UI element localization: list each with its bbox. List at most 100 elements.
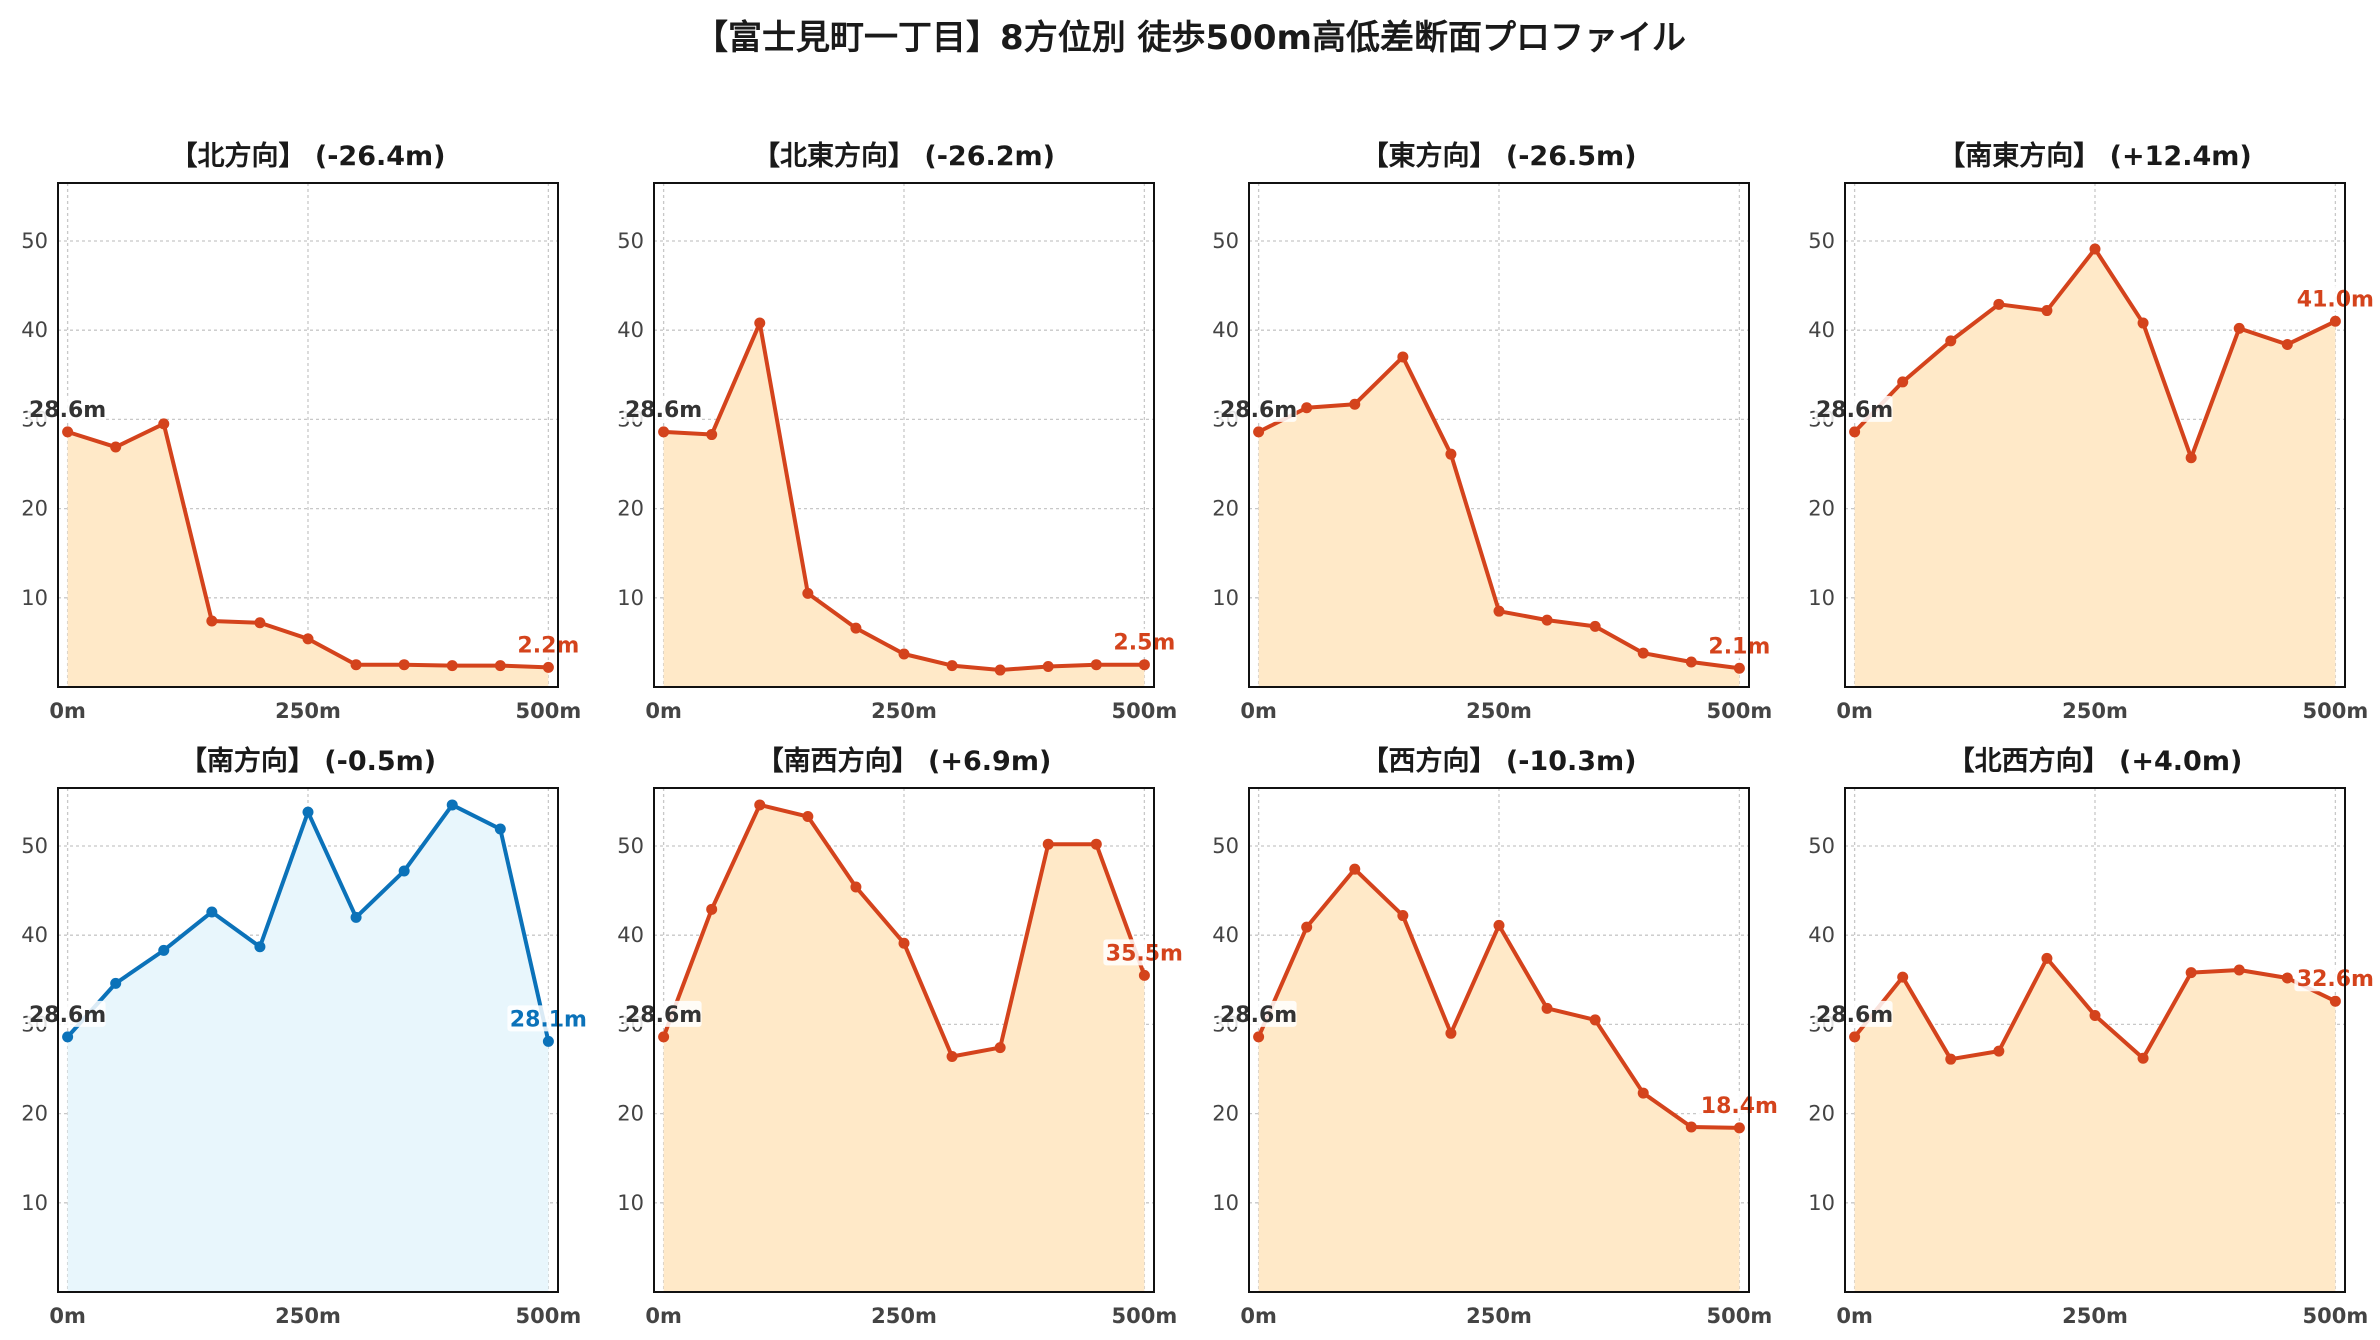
chart-title: 【西方向】 (-10.3m) — [1361, 745, 1636, 777]
x-tick-label: 500m — [1707, 1304, 1773, 1328]
data-point — [350, 911, 362, 923]
data-point — [2233, 322, 2245, 334]
area-fill — [67, 804, 549, 1292]
end-elevation-label: 2.2m — [517, 633, 579, 658]
data-point — [2281, 972, 2293, 984]
data-point — [1493, 919, 1505, 931]
start-elevation-label: 28.6m — [29, 1003, 106, 1028]
y-tick-label: 50 — [1808, 229, 1835, 253]
end-label-box — [514, 631, 579, 658]
end-label-box — [1698, 1091, 1777, 1118]
data-point — [62, 1031, 74, 1043]
area-fill — [1258, 869, 1740, 1292]
data-point — [1589, 620, 1601, 632]
area-fill — [663, 323, 1145, 687]
data-point — [1349, 398, 1361, 410]
chart-panel: 【北西方向】 (+4.0m)10203040500m250m500m28.6m3… — [1808, 745, 2374, 1328]
area-fill — [663, 804, 1145, 1292]
data-point — [1897, 971, 1909, 983]
y-tick-label: 40 — [21, 923, 48, 947]
chart-title: 【北西方向】 (+4.0m) — [1948, 745, 2243, 777]
y-tick-label: 50 — [21, 834, 48, 858]
x-tick-label: 0m — [645, 699, 682, 723]
y-tick-label: 50 — [1808, 834, 1835, 858]
start-label-box — [27, 395, 106, 422]
data-point — [398, 659, 410, 671]
y-tick-label: 20 — [1808, 497, 1835, 521]
data-point — [302, 806, 314, 818]
start-elevation-label: 28.6m — [29, 398, 106, 423]
data-point — [1637, 647, 1649, 659]
data-point — [2041, 952, 2053, 964]
data-point — [1733, 662, 1745, 674]
x-tick-label: 0m — [1240, 699, 1277, 723]
plot-frame — [1248, 182, 1750, 688]
chart-panel: 【西方向】 (-10.3m)10203040500m250m500m28.6m1… — [1212, 745, 1778, 1328]
start-elevation-label: 28.6m — [625, 398, 702, 423]
y-tick-label: 50 — [1212, 834, 1239, 858]
y-tick-label: 10 — [617, 586, 644, 610]
data-point — [1397, 351, 1409, 363]
data-point — [658, 1031, 670, 1043]
data-point — [1042, 838, 1054, 850]
data-point — [110, 441, 122, 453]
data-point — [1301, 921, 1313, 933]
data-point — [398, 865, 410, 877]
y-tick-label: 10 — [1212, 1191, 1239, 1215]
data-point — [1541, 1002, 1553, 1014]
y-tick-label: 10 — [1212, 586, 1239, 610]
y-tick-label: 50 — [617, 229, 644, 253]
y-tick-label: 50 — [1212, 229, 1239, 253]
y-tick-label: 40 — [617, 923, 644, 947]
data-point — [110, 977, 122, 989]
end-label-box — [1705, 632, 1770, 659]
plot-frame — [653, 787, 1155, 1293]
x-tick-label: 500m — [2303, 699, 2369, 723]
end-label-box — [2294, 285, 2373, 312]
data-point — [850, 622, 862, 634]
data-point — [2185, 452, 2197, 464]
end-elevation-label: 2.1m — [1708, 634, 1770, 659]
data-point — [206, 615, 218, 627]
data-point — [850, 881, 862, 893]
end-elevation-label: 18.4m — [1701, 1094, 1778, 1119]
data-point — [898, 937, 910, 949]
x-tick-label: 0m — [49, 1304, 86, 1328]
chart-title: 【南西方向】 (+6.9m) — [757, 745, 1052, 777]
area-fill — [1854, 958, 2336, 1292]
y-tick-label: 20 — [21, 497, 48, 521]
data-point — [1138, 659, 1150, 671]
y-tick-label: 20 — [617, 497, 644, 521]
y-tick-label: 50 — [21, 229, 48, 253]
area-fill — [67, 423, 549, 687]
data-point — [302, 633, 314, 645]
area-fill — [1258, 356, 1740, 687]
page-title: 【富士見町一丁目】8方位別 徒歩500m高低差断面プロファイル — [694, 18, 1686, 58]
data-point — [158, 418, 170, 430]
x-tick-label: 0m — [49, 699, 86, 723]
x-tick-label: 500m — [516, 1304, 582, 1328]
data-point — [2185, 967, 2197, 979]
data-point — [658, 426, 670, 438]
x-tick-label: 500m — [2303, 1304, 2369, 1328]
x-tick-label: 0m — [1836, 1304, 1873, 1328]
start-label-box — [1218, 1000, 1297, 1027]
y-tick-label: 10 — [21, 1191, 48, 1215]
y-tick-label: 40 — [1212, 923, 1239, 947]
x-tick-label: 250m — [1466, 699, 1532, 723]
data-point — [2089, 243, 2101, 255]
x-tick-label: 500m — [516, 699, 582, 723]
y-tick-label: 40 — [1808, 318, 1835, 342]
data-point — [1993, 298, 2005, 310]
start-label-box — [1814, 1000, 1893, 1027]
y-tick-label: 20 — [1212, 1102, 1239, 1126]
x-tick-label: 500m — [1707, 699, 1773, 723]
y-tick-label: 10 — [617, 1191, 644, 1215]
data-point — [254, 617, 266, 629]
y-tick-label: 10 — [1808, 1191, 1835, 1215]
end-elevation-label: 28.1m — [510, 1007, 587, 1032]
end-elevation-label: 32.6m — [2297, 967, 2374, 992]
data-point — [2137, 317, 2149, 329]
data-point — [1637, 1087, 1649, 1099]
